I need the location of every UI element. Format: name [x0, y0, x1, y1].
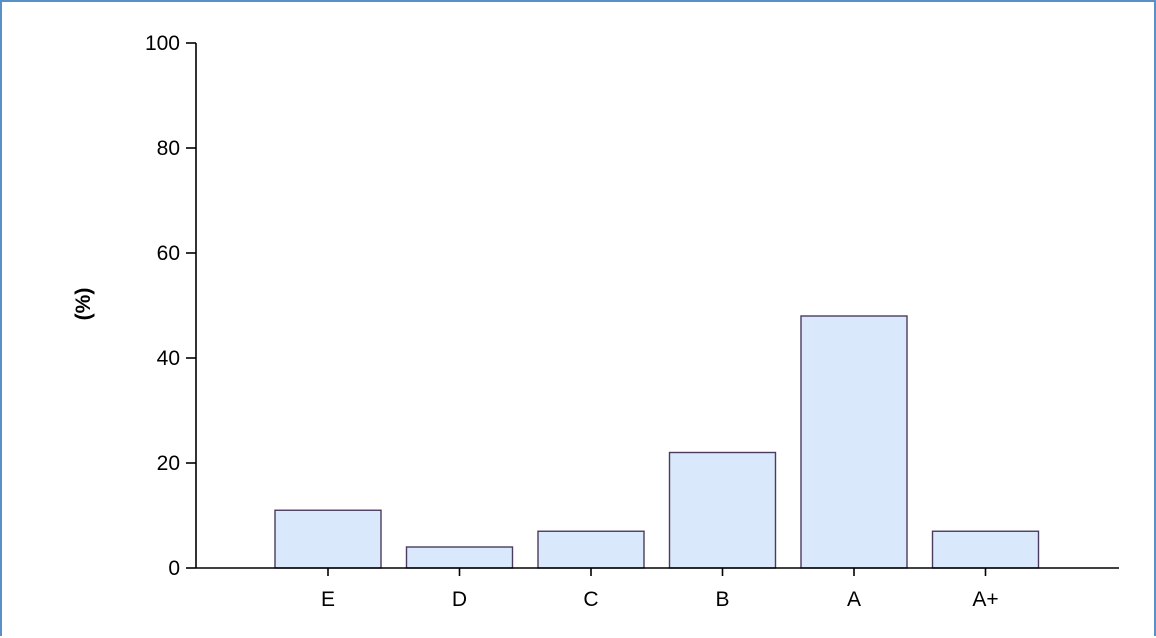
x-tick-label: A	[847, 588, 861, 611]
bar-a	[800, 315, 908, 569]
y-axis-title-group: (%)	[72, 288, 95, 321]
y-tick-label: 40	[157, 347, 180, 370]
y-tick-label: 20	[157, 452, 180, 475]
y-tick-label: 80	[157, 137, 180, 160]
bar-e	[274, 509, 382, 569]
bar-a-plus	[931, 530, 1040, 569]
x-tick-label: C	[583, 588, 598, 611]
bars	[274, 315, 1040, 569]
bar-d	[405, 546, 514, 569]
x-tick-label: B	[715, 588, 729, 611]
bar-b	[668, 451, 777, 569]
y-axis-title: (%)	[72, 288, 95, 321]
x-tick-label: A+	[972, 588, 998, 611]
y-axis-ticks: 0 20 40 60 80 100	[145, 32, 196, 580]
bar-c	[537, 530, 645, 569]
y-tick-label: 60	[157, 242, 180, 265]
y-tick-label: 0	[168, 557, 180, 580]
y-tick-label: 100	[145, 32, 180, 55]
x-tick-label: E	[321, 588, 335, 611]
x-axis-ticks: E D C B A A+	[321, 568, 999, 611]
x-tick-label: D	[452, 588, 467, 611]
